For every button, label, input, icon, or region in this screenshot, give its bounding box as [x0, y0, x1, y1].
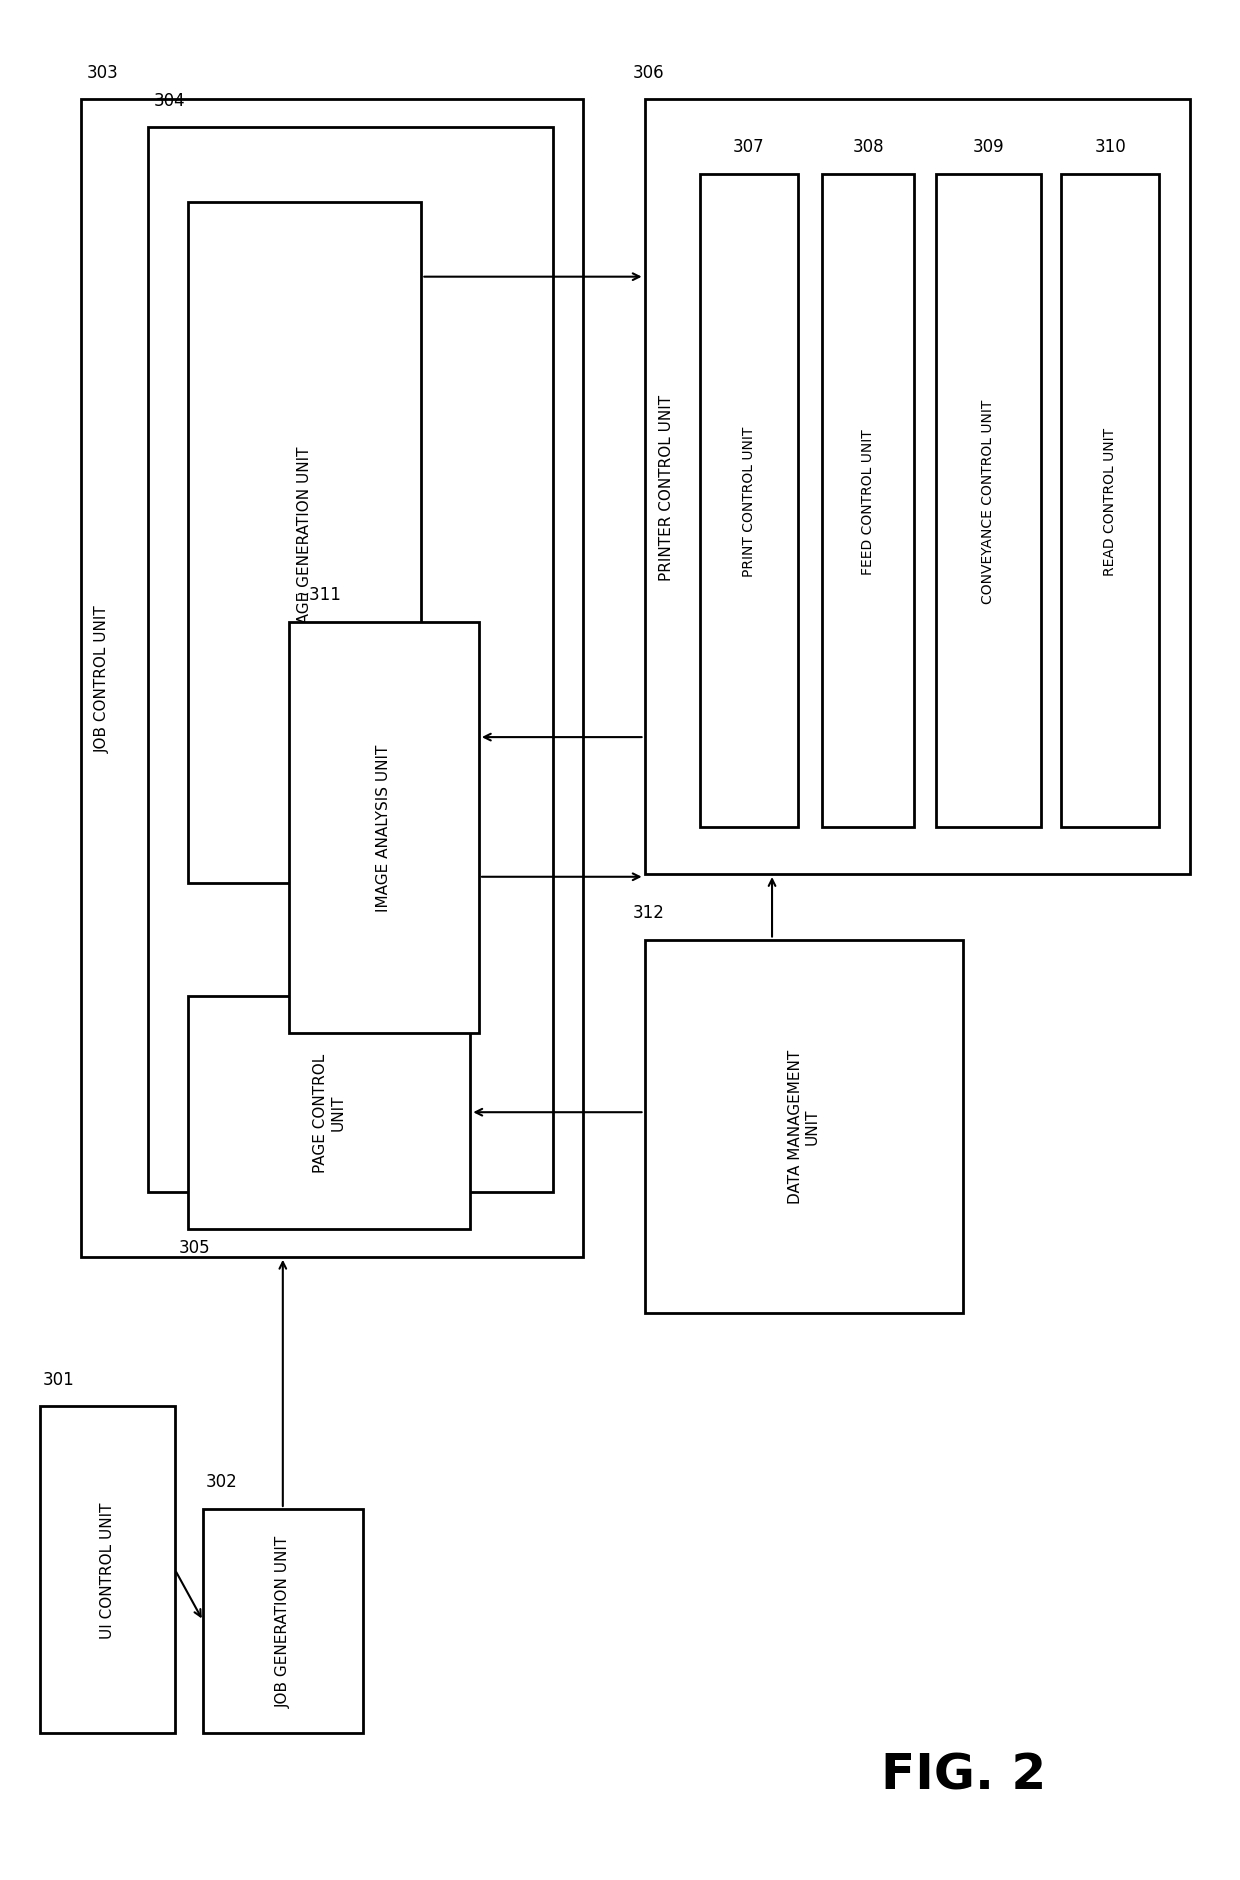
Text: 304: 304	[154, 92, 186, 109]
Text: CONVEYANCE CONTROL UNIT: CONVEYANCE CONTROL UNIT	[981, 399, 996, 603]
Bar	[822, 175, 914, 827]
Bar	[203, 1510, 362, 1733]
Text: 302: 302	[206, 1472, 237, 1491]
Text: 308: 308	[852, 139, 884, 156]
Bar	[936, 175, 1040, 827]
Text: 306: 306	[632, 64, 663, 81]
Text: IMAGE GENERATION UNIT: IMAGE GENERATION UNIT	[298, 446, 312, 641]
Bar	[699, 175, 797, 827]
Text: 305: 305	[179, 1239, 211, 1256]
Bar	[645, 100, 1190, 874]
Bar	[1061, 175, 1159, 827]
Bar	[289, 622, 479, 1034]
Text: FEED CONTROL UNIT: FEED CONTROL UNIT	[862, 429, 875, 573]
Text: 310: 310	[1095, 139, 1126, 156]
Bar	[148, 128, 553, 1192]
Text: ~311: ~311	[295, 587, 341, 603]
Bar	[188, 996, 470, 1230]
Text: PRINT CONTROL UNIT: PRINT CONTROL UNIT	[742, 427, 755, 577]
Text: READ CONTROL UNIT: READ CONTROL UNIT	[1104, 427, 1117, 575]
Text: 307: 307	[733, 139, 765, 156]
Text: 312: 312	[632, 904, 665, 921]
Text: DATA MANAGEMENT
UNIT: DATA MANAGEMENT UNIT	[787, 1049, 820, 1203]
Text: PRINTER CONTROL UNIT: PRINTER CONTROL UNIT	[660, 395, 675, 581]
Bar	[188, 203, 422, 884]
Bar	[40, 1406, 175, 1733]
Text: PAGE CONTROL
UNIT: PAGE CONTROL UNIT	[314, 1053, 346, 1173]
Bar	[645, 940, 963, 1314]
Text: UI CONTROL UNIT: UI CONTROL UNIT	[100, 1502, 115, 1637]
Text: 301: 301	[42, 1371, 74, 1387]
Text: IMAGE ANALYSIS UNIT: IMAGE ANALYSIS UNIT	[377, 744, 392, 912]
Text: JOB CONTROL UNIT: JOB CONTROL UNIT	[95, 605, 110, 752]
Text: 309: 309	[972, 139, 1004, 156]
Bar	[81, 100, 583, 1258]
Text: JOB GENERATION UNIT: JOB GENERATION UNIT	[275, 1536, 290, 1707]
Text: FIG. 2: FIG. 2	[880, 1750, 1045, 1799]
Text: 303: 303	[87, 64, 118, 81]
